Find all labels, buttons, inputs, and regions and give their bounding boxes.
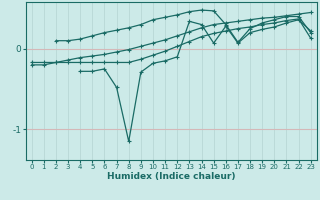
X-axis label: Humidex (Indice chaleur): Humidex (Indice chaleur) bbox=[107, 172, 236, 181]
